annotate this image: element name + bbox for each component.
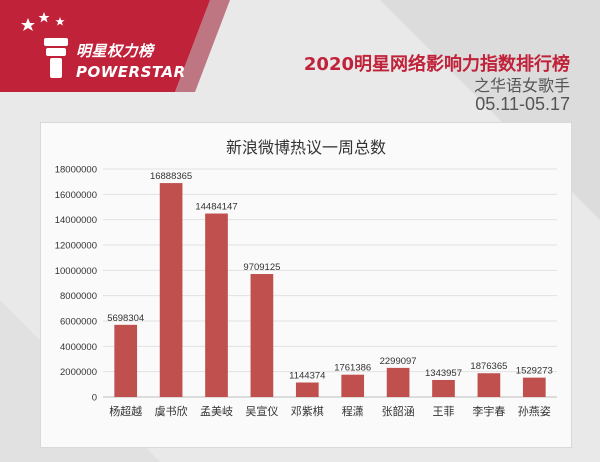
data-label: 1761386 <box>334 363 371 374</box>
x-tick-label: 吴宣仪 <box>245 404 278 418</box>
bar <box>205 213 228 397</box>
y-tick-label: 4000000 <box>60 342 97 353</box>
y-tick-label: 10000000 <box>55 266 97 277</box>
bar <box>477 373 501 397</box>
bar <box>295 382 319 397</box>
x-tick-label: 张韶涵 <box>382 404 415 418</box>
bar <box>114 324 138 397</box>
data-label: 9709125 <box>243 262 280 273</box>
x-tick-label: 邓紫棋 <box>291 404 324 418</box>
fist-icon <box>44 38 68 78</box>
x-tick-label: 孟美岐 <box>200 405 233 418</box>
chart-title: 新浪微博热议一周总数 <box>226 138 386 157</box>
y-tick-label: 18000000 <box>55 165 97 176</box>
data-label: 1144374 <box>289 371 325 382</box>
data-label: 1876365 <box>470 361 507 372</box>
y-tick-label: 2000000 <box>60 367 97 378</box>
y-tick-label: 6000000 <box>60 317 97 328</box>
powerstar-logo <box>0 0 230 92</box>
logo-cn-text: 明星权力榜 <box>76 42 154 60</box>
date-range: 05.11-05.17 <box>475 94 570 114</box>
chart-card: 新浪微博热议一周总数 0 2000000 4000000 6000000 8000000 1… <box>40 122 572 448</box>
data-label: 1343957 <box>425 368 462 379</box>
x-tick-label: 孙燕姿 <box>518 405 551 418</box>
x-tick-label: 杨超越 <box>109 404 142 418</box>
data-label: 1529273 <box>516 366 553 377</box>
data-label: 14484147 <box>195 202 237 213</box>
data-label: 2299097 <box>380 356 417 367</box>
data-label: 16888365 <box>150 171 192 182</box>
header: 明星权力榜 POWERSTAR 2020明星网络影响力指数排行榜 之华语女歌手 … <box>0 0 600 120</box>
bar <box>159 183 183 397</box>
y-tick-label: 14000000 <box>55 215 97 226</box>
bar <box>386 367 410 397</box>
bar-chart: 新浪微博热议一周总数 0 2000000 4000000 6000000 8000000 1… <box>55 138 557 418</box>
y-tick-label: 8000000 <box>60 291 97 302</box>
y-tick-label: 16000000 <box>55 190 97 201</box>
bar <box>250 274 274 397</box>
star-icon <box>21 12 65 31</box>
page-subtitle: 之华语女歌手 <box>473 76 570 95</box>
data-label: 5698304 <box>107 313 144 324</box>
page-title: 2020明星网络影响力指数排行榜 <box>303 54 570 75</box>
x-tick-label: 虞书欣 <box>155 404 188 418</box>
y-tick-label: 0 <box>92 393 97 404</box>
bar <box>432 379 455 397</box>
x-tick-label: 王菲 <box>433 405 455 418</box>
x-tick-label: 程潇 <box>342 405 364 418</box>
bar <box>522 377 546 397</box>
bar <box>341 374 365 397</box>
logo-en-text: POWERSTAR <box>76 63 186 81</box>
y-tick-label: 12000000 <box>55 241 97 252</box>
x-tick-label: 李宇春 <box>472 404 505 418</box>
